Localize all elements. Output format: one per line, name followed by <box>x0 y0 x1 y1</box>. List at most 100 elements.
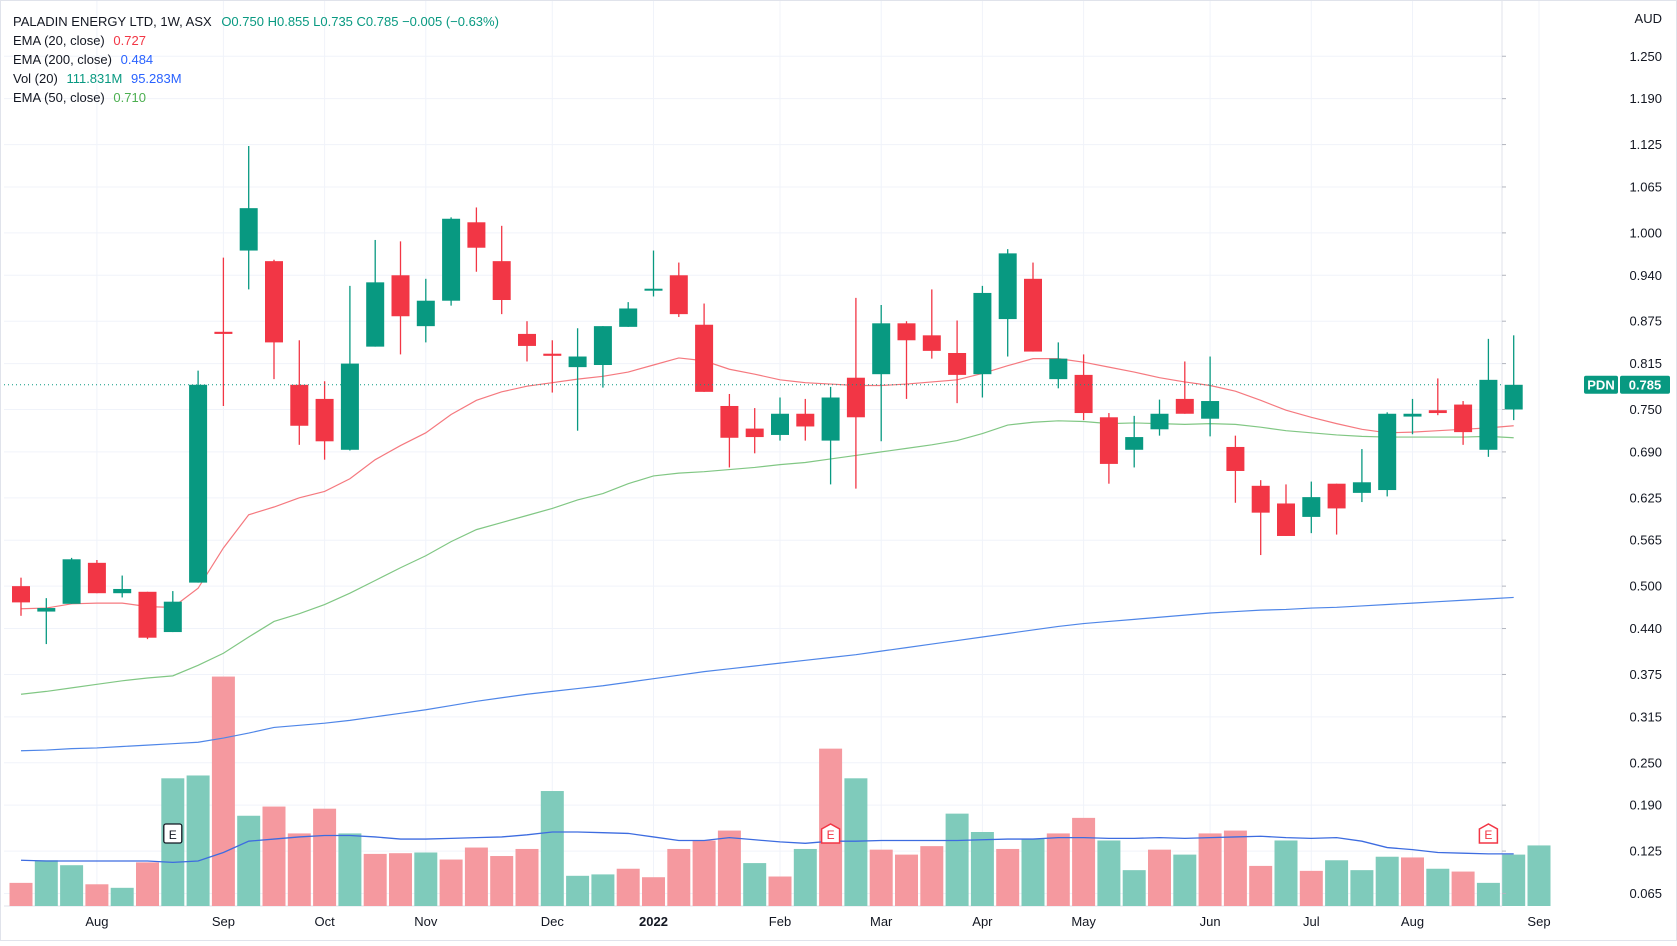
legend-volume[interactable]: Vol (20) 111.831M 95.283M <box>13 69 499 88</box>
y-tick-label: 0.750 <box>1629 402 1662 417</box>
ema20-label: EMA (20, close) <box>13 33 105 48</box>
candle[interactable] <box>1074 354 1093 421</box>
candle[interactable] <box>1454 401 1473 445</box>
volume-bar <box>313 808 337 906</box>
chart-legend: PALADIN ENERGY LTD, 1W, ASX O0.750 H0.85… <box>13 12 499 107</box>
candle[interactable] <box>340 285 359 451</box>
legend-ema200[interactable]: EMA (200, close) 0.484 <box>13 50 499 69</box>
candle[interactable] <box>745 408 764 454</box>
earnings-badge <box>1478 823 1499 844</box>
y-tick-label: 1.190 <box>1629 91 1662 106</box>
candle[interactable] <box>1125 415 1144 468</box>
candle[interactable] <box>1504 335 1523 421</box>
candle[interactable] <box>113 575 132 598</box>
candle[interactable] <box>12 577 30 616</box>
candle-body <box>922 335 941 351</box>
volume-bar <box>566 875 590 906</box>
candle[interactable] <box>1099 413 1118 484</box>
candle[interactable] <box>846 297 865 489</box>
ema50-label: EMA (50, close) <box>13 90 105 105</box>
candle[interactable] <box>391 241 410 355</box>
candle[interactable] <box>821 386 840 485</box>
legend-ema50[interactable]: EMA (50, close) 0.710 <box>13 88 499 107</box>
candle[interactable] <box>1352 449 1371 503</box>
candle[interactable] <box>771 397 789 441</box>
candle[interactable] <box>1302 481 1321 534</box>
symbol-tag-text: PDN <box>1587 377 1614 392</box>
candle[interactable] <box>998 249 1017 357</box>
candle[interactable] <box>416 278 435 343</box>
candle[interactable] <box>290 340 309 445</box>
symbol-title[interactable]: PALADIN ENERGY LTD, 1W, ASX <box>13 14 212 29</box>
candle[interactable] <box>543 340 562 393</box>
candle[interactable] <box>1150 399 1169 436</box>
candle[interactable] <box>1428 378 1447 416</box>
symbol-price-tag[interactable]: PDN 0.785 <box>1584 375 1670 394</box>
candle[interactable] <box>1024 262 1042 352</box>
candle[interactable] <box>1327 483 1346 535</box>
candle[interactable] <box>973 285 992 398</box>
volume-bar <box>1223 830 1247 906</box>
candle[interactable] <box>872 304 891 442</box>
volume-bars <box>9 676 1551 906</box>
volume-bar <box>1072 817 1096 906</box>
candle[interactable] <box>442 217 461 306</box>
candle[interactable] <box>189 370 208 583</box>
candle[interactable] <box>1479 338 1498 457</box>
candle[interactable] <box>669 262 688 317</box>
candle[interactable] <box>163 591 182 633</box>
candle[interactable] <box>922 289 941 359</box>
earnings-marker[interactable]: E <box>163 823 183 844</box>
volume-bar <box>1173 854 1197 906</box>
candle[interactable] <box>720 393 739 468</box>
volume-bar <box>9 882 33 906</box>
candles[interactable] <box>12 145 1523 645</box>
candle[interactable] <box>568 328 587 431</box>
candle[interactable] <box>1175 361 1194 414</box>
candle[interactable] <box>1251 480 1270 556</box>
volume-bar <box>1097 840 1121 906</box>
candle[interactable] <box>138 591 157 640</box>
candle[interactable] <box>87 559 106 594</box>
volume-bar <box>110 887 134 906</box>
volume-bar <box>591 874 615 906</box>
candle[interactable] <box>62 557 81 604</box>
candle[interactable] <box>1277 484 1295 536</box>
candle[interactable] <box>593 326 612 388</box>
volume-bar <box>1249 865 1273 906</box>
candle[interactable] <box>644 250 663 297</box>
candle[interactable] <box>1403 398 1422 435</box>
candle[interactable] <box>239 145 258 290</box>
candle[interactable] <box>37 598 56 645</box>
candle[interactable] <box>1226 435 1245 503</box>
candle[interactable] <box>619 302 638 327</box>
volume-bar <box>439 859 463 906</box>
candle[interactable] <box>897 321 916 399</box>
candle-body <box>669 275 688 315</box>
candle[interactable] <box>695 303 714 392</box>
candle-body <box>62 559 81 604</box>
volume-bar <box>1527 845 1551 906</box>
candle[interactable] <box>265 259 283 380</box>
candle[interactable] <box>492 225 511 315</box>
candle[interactable] <box>1201 356 1220 437</box>
candle-body <box>720 405 739 438</box>
candle[interactable] <box>518 321 536 362</box>
candle-body <box>1327 483 1346 509</box>
candle[interactable] <box>796 398 815 441</box>
earnings-marker[interactable]: E <box>820 823 841 844</box>
candle[interactable] <box>315 381 334 460</box>
legend-ema20[interactable]: EMA (20, close) 0.727 <box>13 31 499 50</box>
candle[interactable] <box>1049 342 1068 389</box>
candle[interactable] <box>467 207 486 272</box>
earnings-marker[interactable]: E <box>1478 823 1499 844</box>
candle[interactable] <box>214 257 233 406</box>
volume-bar <box>1198 833 1222 906</box>
earnings-badge <box>163 823 183 844</box>
candle[interactable] <box>948 320 967 404</box>
candle[interactable] <box>1378 412 1397 497</box>
candle[interactable] <box>366 239 385 347</box>
